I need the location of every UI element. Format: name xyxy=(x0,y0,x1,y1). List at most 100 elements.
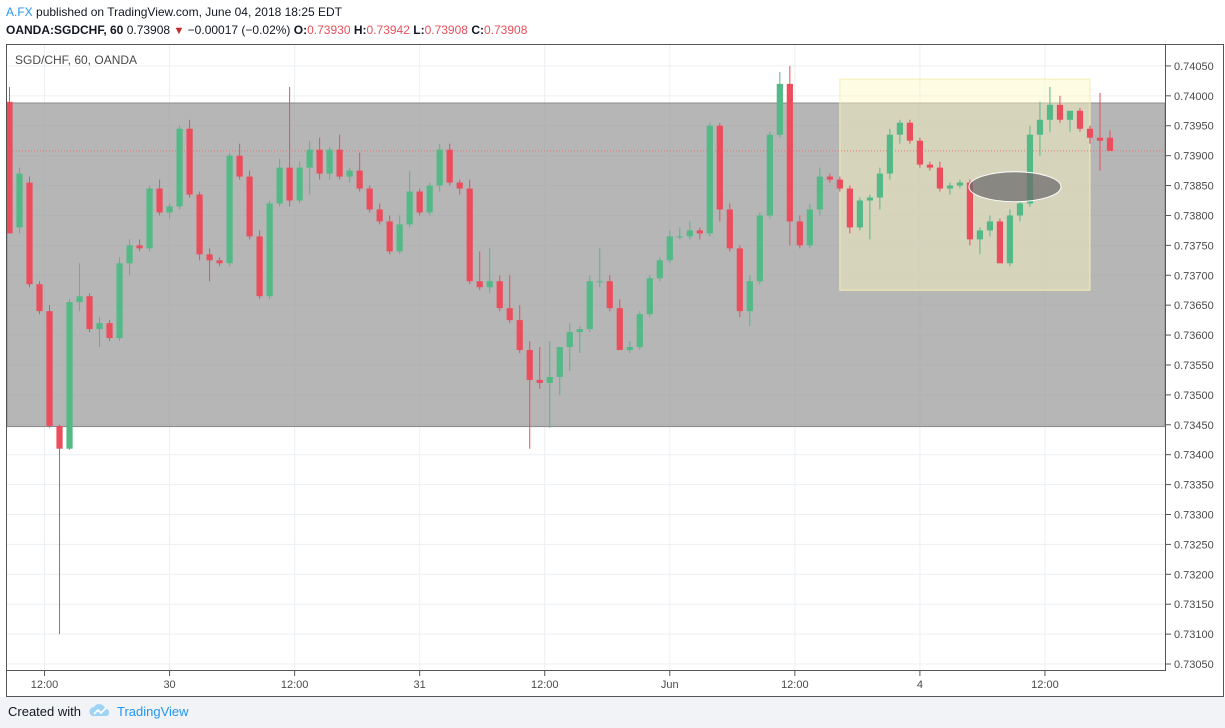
candle-body xyxy=(196,194,203,255)
candle-body xyxy=(86,296,93,330)
publish-line: A.FX published on TradingView.com, June … xyxy=(6,5,342,19)
candle-body xyxy=(786,83,793,222)
candle-body xyxy=(746,281,753,312)
candle-body xyxy=(76,296,83,303)
candle-body xyxy=(596,281,603,283)
candle-body xyxy=(206,254,213,261)
candle-body xyxy=(36,284,43,312)
candle-body xyxy=(246,176,253,237)
ohlc-line: OANDA:SGDCHF, 60 0.73908 ▼ −0.00017 (−0.… xyxy=(6,23,527,37)
price-tick-label: 0.73450 xyxy=(1174,420,1214,432)
candle-body xyxy=(826,176,833,180)
candle-body xyxy=(646,278,653,315)
price-tick-label: 0.73950 xyxy=(1174,121,1214,133)
candle-body xyxy=(846,188,853,228)
footer-bar: Created with TradingView xyxy=(0,697,1225,728)
candle-body xyxy=(256,236,263,297)
time-tick-label: 12:00 xyxy=(31,679,59,691)
low-label: L: xyxy=(413,23,425,37)
candle-body xyxy=(566,332,573,348)
time-tick-label: 12:00 xyxy=(281,679,309,691)
price-tick-label: 0.73900 xyxy=(1174,151,1214,163)
tradingview-cloud-icon[interactable] xyxy=(88,702,112,720)
candle-body xyxy=(606,281,613,309)
candle-body xyxy=(266,203,273,297)
candle-body xyxy=(836,179,843,189)
candle-body xyxy=(1016,203,1024,216)
candle-body xyxy=(726,209,733,249)
candle-body xyxy=(296,167,303,201)
candle-body xyxy=(276,167,283,204)
candle-body xyxy=(976,230,984,240)
candle-body xyxy=(796,221,803,246)
candle-body xyxy=(856,200,863,228)
candle-body xyxy=(1006,215,1014,264)
candle-body xyxy=(26,182,33,285)
price-tick-label: 0.73200 xyxy=(1174,569,1214,581)
price-tick-label: 0.73050 xyxy=(1174,659,1214,671)
time-tick-label: 31 xyxy=(414,679,426,691)
candle-body xyxy=(736,248,743,312)
candle-body xyxy=(166,206,173,213)
price-tick-label: 0.73500 xyxy=(1174,390,1214,402)
close-label: C: xyxy=(471,23,484,37)
price-tick-label: 0.73150 xyxy=(1174,599,1214,611)
candle-body xyxy=(706,125,713,234)
symbol-label: OANDA:SGDCHF, 60 xyxy=(6,23,124,37)
price-tick-label: 0.73350 xyxy=(1174,480,1214,492)
chart-pane[interactable] xyxy=(6,44,1166,671)
candle-body xyxy=(1036,119,1044,135)
time-tick-label: 30 xyxy=(163,679,175,691)
candle-body xyxy=(416,191,423,213)
candle-body xyxy=(476,281,483,288)
time-tick-label: 12:00 xyxy=(781,679,809,691)
candle-body xyxy=(666,236,673,261)
price-change: −0.00017 (−0.02%) xyxy=(187,23,291,37)
candle-body xyxy=(906,122,913,141)
candle-body xyxy=(46,311,53,426)
publish-info: published on TradingView.com, June 04, 2… xyxy=(36,5,342,19)
high-label: H: xyxy=(353,23,367,37)
candle-body xyxy=(106,323,113,339)
candle-body xyxy=(66,302,73,449)
time-tick-label: 12:00 xyxy=(531,679,559,691)
candle-body xyxy=(496,281,503,309)
candle-body xyxy=(996,221,1004,264)
candle-body xyxy=(366,188,373,210)
price-tick-label: 0.73800 xyxy=(1174,210,1214,222)
candle-body xyxy=(16,173,23,228)
candle-body xyxy=(1056,104,1064,120)
candle-body xyxy=(716,125,723,210)
candle-body xyxy=(1026,134,1034,204)
last-price: 0.73908 xyxy=(126,23,171,37)
candle-body xyxy=(766,134,773,216)
candle-body xyxy=(156,188,163,213)
price-tick-label: 0.73100 xyxy=(1174,629,1214,641)
time-tick-label: 4 xyxy=(917,679,923,691)
candle-body xyxy=(586,281,593,330)
price-axis[interactable] xyxy=(1166,44,1224,671)
price-chart[interactable]: 0.74050 0.74000 0.73950 0.73900 0.73850 0.738… xyxy=(0,0,1225,697)
candle-body xyxy=(126,245,133,264)
candle-body xyxy=(676,236,683,238)
candle-body xyxy=(6,101,13,234)
candle-body xyxy=(316,149,323,174)
candle-body xyxy=(556,347,563,377)
candle-body xyxy=(526,350,533,380)
candle-body xyxy=(696,230,703,234)
time-axis[interactable] xyxy=(6,671,1224,697)
time-tick-label: 12:00 xyxy=(1031,679,1059,691)
price-tick-label: 0.74050 xyxy=(1174,61,1214,73)
candle-body xyxy=(396,224,403,252)
tradingview-link[interactable]: TradingView xyxy=(117,704,189,719)
price-tick-label: 0.73300 xyxy=(1174,509,1214,521)
candle-body xyxy=(336,149,343,177)
author-link[interactable]: A.FX xyxy=(6,5,33,19)
candle-body xyxy=(436,149,443,186)
candle-body xyxy=(426,185,433,213)
high-value: 0.73942 xyxy=(366,23,410,37)
price-tick-label: 0.73600 xyxy=(1174,330,1214,342)
candle-body xyxy=(136,245,143,249)
candle-body xyxy=(946,185,954,189)
price-tick-label: 0.74000 xyxy=(1174,91,1214,103)
